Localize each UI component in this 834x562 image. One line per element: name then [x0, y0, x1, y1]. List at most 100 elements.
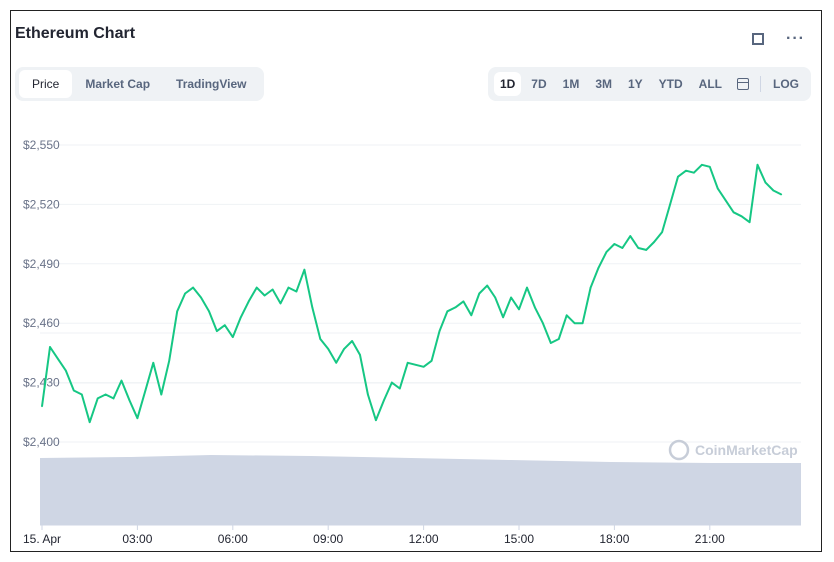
price-point: [359, 354, 361, 356]
price-point: [375, 419, 377, 422]
price-point: [589, 286, 592, 289]
chart-grid: [40, 144, 801, 443]
price-point: [80, 393, 83, 396]
price-point: [709, 165, 711, 168]
range-1y-button[interactable]: 1Y: [627, 77, 643, 91]
watermark-text: CoinMarketCap: [695, 442, 798, 458]
price-point: [597, 266, 600, 269]
x-axis: 15. Apr 03:00 06:00 09:00 12:00 15:00 18:00 21:…: [23, 524, 801, 546]
price-point: [128, 399, 131, 402]
chart-card: Ethereum Chart ··· Price Market Cap Trad…: [10, 10, 822, 552]
price-point: [287, 286, 290, 289]
price-point: [701, 164, 703, 166]
price-point: [780, 193, 783, 196]
price-point: [446, 310, 449, 313]
price-point: [637, 247, 640, 249]
price-point: [112, 397, 115, 400]
price-point: [661, 231, 663, 233]
price-point: [367, 393, 369, 396]
price-point: [168, 360, 170, 362]
price-point: [629, 235, 632, 237]
price-point: [430, 360, 433, 362]
price-point: [319, 338, 322, 340]
price-point: [724, 199, 727, 202]
price-point: [772, 189, 775, 192]
chart-actions: ···: [752, 31, 805, 47]
price-point: [693, 171, 695, 174]
price-point: [216, 330, 218, 332]
x-tick-label: 18:00: [599, 532, 629, 546]
y-tick-label: $2,400: [23, 435, 60, 449]
price-point: [65, 369, 67, 372]
price-point: [73, 389, 75, 392]
volume-area: [40, 455, 801, 525]
watermark: CoinMarketCap: [668, 439, 798, 461]
x-tick-label: 03:00: [122, 532, 152, 546]
price-chart: $2,550 $2,520 $2,490 $2,460 $2,430 $2,400 15.…: [23, 138, 801, 546]
tab-market-cap[interactable]: Market Cap: [85, 77, 151, 91]
tab-tradingview[interactable]: TradingView: [176, 77, 247, 91]
price-point: [605, 251, 608, 253]
price-point: [645, 249, 647, 251]
price-point: [685, 169, 687, 172]
price-point: [764, 181, 767, 184]
price-point: [677, 175, 679, 178]
range-divider: [760, 76, 761, 92]
y-tick-label: $2,550: [23, 138, 60, 152]
coinmarketcap-logo-icon: [668, 439, 690, 461]
tab-price[interactable]: Price: [19, 70, 73, 98]
price-point: [454, 306, 457, 309]
price-point: [406, 362, 409, 364]
price-point: [311, 306, 314, 309]
y-tick-label: $2,430: [23, 376, 60, 390]
price-point: [732, 211, 735, 214]
price-point: [160, 393, 163, 396]
price-point: [136, 417, 139, 420]
price-point: [104, 393, 107, 396]
fullscreen-icon[interactable]: [752, 33, 765, 45]
price-point: [271, 288, 274, 291]
chart-type-tabs: Price Market Cap TradingView: [15, 67, 264, 101]
price-point: [88, 421, 91, 424]
price-point: [327, 348, 330, 350]
calendar-icon[interactable]: [737, 78, 749, 90]
price-point: [518, 308, 520, 311]
price-point: [247, 300, 250, 303]
price-point: [49, 346, 51, 348]
range-3m-button[interactable]: 3M: [595, 77, 612, 91]
price-point: [470, 314, 473, 317]
price-series: [41, 163, 783, 424]
price-point: [41, 405, 43, 408]
range-ytd-button[interactable]: YTD: [658, 77, 683, 91]
log-scale-button[interactable]: LOG: [773, 77, 799, 91]
price-point: [462, 300, 465, 303]
price-point: [581, 322, 584, 325]
range-1d-button[interactable]: 1D: [493, 72, 522, 96]
x-tick-label: 21:00: [695, 532, 725, 546]
price-point: [621, 247, 624, 249]
price-point: [716, 187, 719, 190]
price-point: [653, 241, 655, 243]
price-point: [565, 314, 568, 317]
range-all-button[interactable]: ALL: [698, 77, 722, 91]
range-1m-button[interactable]: 1M: [562, 77, 580, 91]
range-7d-button[interactable]: 7D: [531, 77, 547, 91]
y-tick-label: $2,460: [23, 316, 60, 330]
price-point: [438, 330, 441, 332]
price-point: [494, 296, 496, 299]
price-point: [557, 338, 560, 340]
price-point: [542, 322, 544, 325]
price-point: [303, 268, 306, 271]
price-point: [351, 340, 353, 342]
y-tick-label: $2,490: [23, 257, 60, 271]
price-point: [255, 286, 258, 289]
price-point: [383, 399, 385, 402]
price-point: [391, 381, 393, 384]
price-point: [343, 348, 345, 350]
x-tick-label: 09:00: [313, 532, 343, 546]
more-options-icon[interactable]: ···: [786, 30, 805, 47]
x-tick-label: 15:00: [504, 532, 534, 546]
price-point: [184, 292, 186, 295]
price-point: [486, 284, 489, 287]
chart-title: Ethereum Chart: [15, 25, 136, 42]
